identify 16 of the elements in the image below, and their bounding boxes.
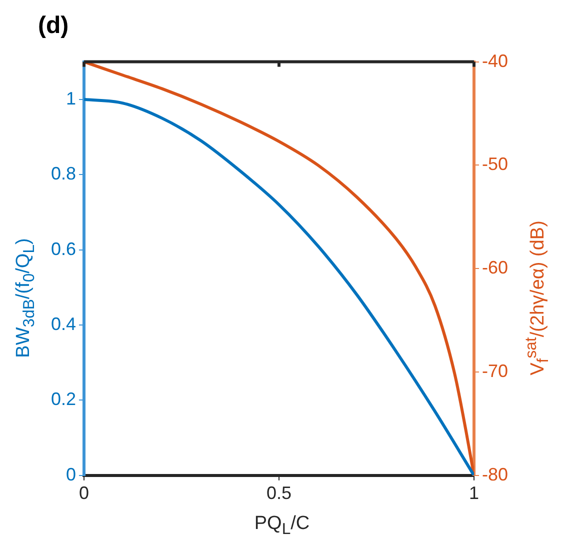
y-tick-label: 0.6 xyxy=(50,238,76,259)
y2-tick-label: -40 xyxy=(482,50,508,71)
x-tick-label: 1 xyxy=(468,483,479,504)
x-axis-title: PQ$_{L}$/C xyxy=(253,513,311,539)
y-tick-label: 1 xyxy=(66,88,76,108)
y2-tick-label: -80 xyxy=(482,464,508,484)
y-tick-label: 0 xyxy=(66,464,76,484)
y2-tick-label: -70 xyxy=(482,360,508,381)
y2-tick-label: -60 xyxy=(482,258,508,278)
y-tick-label: 0.8 xyxy=(50,164,76,184)
x-tick-label: 0 xyxy=(79,483,90,504)
y-tick-label: 0.2 xyxy=(50,389,76,410)
y2-tick-label: -50 xyxy=(482,154,508,174)
x-tick-label: 0.5 xyxy=(266,483,292,504)
y-tick-label: 0.4 xyxy=(50,314,76,334)
chart-title: (d) xyxy=(38,12,69,40)
